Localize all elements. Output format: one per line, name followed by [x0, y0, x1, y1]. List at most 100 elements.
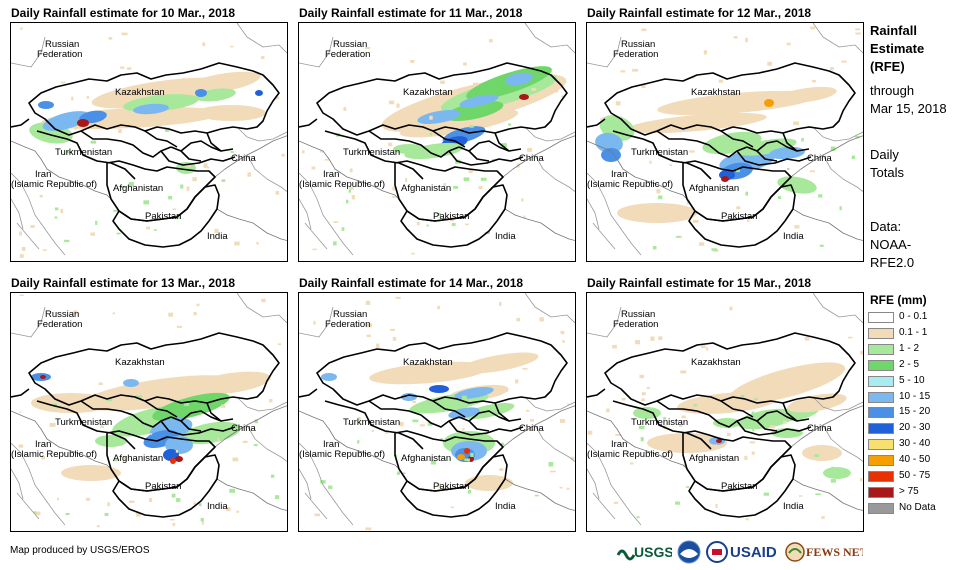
minor-border	[11, 172, 66, 256]
rain-speckle	[501, 442, 505, 446]
rain-speckle	[196, 303, 200, 307]
rain-speckle	[187, 375, 190, 380]
rain-speckle	[221, 404, 226, 408]
rain-speckle	[431, 460, 436, 465]
country-border-kyrgyzstan	[468, 402, 510, 432]
rain-speckle	[749, 441, 756, 444]
minor-border	[812, 396, 863, 462]
rain-speckle	[172, 208, 177, 211]
map-label-pakistan: Pakistan	[433, 211, 470, 222]
rain-speckle	[463, 177, 470, 181]
rain-speckle	[175, 450, 178, 453]
rain-speckle	[635, 340, 640, 345]
rain-speckle	[701, 345, 706, 349]
rain-speckle	[86, 96, 90, 99]
rain-area	[42, 111, 90, 131]
rain-speckle	[464, 458, 470, 461]
rain-speckle	[736, 168, 740, 173]
rain-speckle	[390, 328, 395, 331]
rain-speckle	[777, 196, 782, 199]
svg-text:USGS: USGS	[634, 544, 672, 560]
country-border-caspian	[299, 388, 318, 398]
map-label-iran-line2: (Islamic Republic of)	[11, 179, 98, 190]
rain-speckle	[620, 70, 626, 73]
map-label-india: India	[207, 231, 228, 242]
rain-area	[369, 361, 489, 385]
rain-speckle	[232, 457, 239, 462]
rain-speckle	[366, 323, 372, 328]
side-title-line3: (RFE)	[870, 59, 905, 74]
panel-title-2: Daily Rainfall estimate for 11 Mar., 201…	[299, 6, 523, 20]
rain-speckle	[128, 182, 134, 187]
rain-speckle	[256, 241, 259, 245]
side-title-line2: Estimate	[870, 41, 925, 56]
rain-speckle	[502, 388, 508, 392]
rain-area	[196, 105, 266, 121]
rain-speckle	[860, 478, 863, 482]
rain-area	[459, 94, 499, 108]
rain-speckle	[819, 92, 822, 97]
rain-speckle	[794, 225, 800, 229]
rain-speckle	[112, 312, 115, 315]
map-label-india: India	[495, 501, 516, 512]
rain-speckle	[440, 80, 445, 84]
legend-title: RFE (mm)	[870, 293, 927, 307]
map-label-russia-line1: Russian	[333, 39, 368, 50]
rain-speckle	[203, 163, 208, 168]
map-label-turkmenistan: Turkmenistan	[55, 417, 113, 428]
legend-swatch	[868, 423, 894, 435]
map-label-turkmenistan: Turkmenistan	[631, 417, 689, 428]
rain-speckle	[107, 502, 110, 507]
rain-speckle	[821, 516, 825, 519]
rain-speckle	[508, 123, 511, 126]
country-border-pakistan	[112, 184, 220, 248]
rain-speckle	[468, 169, 473, 173]
rain-speckle	[95, 220, 98, 225]
rain-speckle	[396, 103, 400, 108]
map-label-china: China	[519, 423, 544, 434]
rain-speckle	[830, 146, 836, 151]
country-border-uzbekistan	[80, 130, 172, 158]
rain-speckle	[787, 168, 790, 170]
minor-border	[299, 442, 354, 526]
rain-speckle	[526, 409, 530, 412]
rain-speckle	[277, 343, 282, 346]
rain-area	[601, 148, 621, 162]
rain-speckle	[819, 244, 824, 247]
map-label-russia-line1: Russian	[45, 309, 80, 320]
minor-border	[587, 442, 642, 526]
country-border-caspian	[299, 118, 318, 128]
rain-speckle	[473, 82, 479, 86]
rain-speckle	[751, 137, 755, 140]
rain-speckle	[528, 429, 534, 431]
rain-speckle	[357, 440, 360, 444]
rain-speckle	[395, 296, 401, 299]
rain-speckle	[640, 437, 644, 442]
rain-speckle	[641, 398, 645, 402]
minor-border	[587, 172, 642, 256]
map-label-pakistan: Pakistan	[145, 481, 182, 492]
country-border-pakistan	[688, 454, 796, 518]
legend-swatch	[868, 375, 894, 387]
rain-speckle	[405, 178, 408, 182]
rain-speckle	[793, 121, 799, 126]
rain-speckle	[561, 95, 566, 98]
rain-area	[61, 465, 121, 481]
map-label-india: India	[207, 501, 228, 512]
rainfall-map-4: Russian Federation Kazakhstan Turkmenistan I…	[10, 292, 288, 532]
side-totals: Totals	[870, 165, 904, 180]
rain-speckle	[346, 199, 349, 204]
rain-speckle	[688, 451, 693, 454]
rain-speckle	[646, 386, 650, 389]
rain-area	[38, 101, 54, 109]
rain-area	[393, 144, 425, 154]
rain-speckle	[143, 200, 149, 205]
rain-speckle	[60, 81, 66, 84]
rain-speckle	[501, 143, 507, 147]
rain-speckle	[488, 39, 493, 43]
rain-area	[429, 385, 449, 393]
minor-border	[11, 442, 66, 526]
rain-speckle	[21, 246, 26, 251]
minor-border	[299, 293, 575, 338]
rain-speckle	[200, 517, 204, 522]
